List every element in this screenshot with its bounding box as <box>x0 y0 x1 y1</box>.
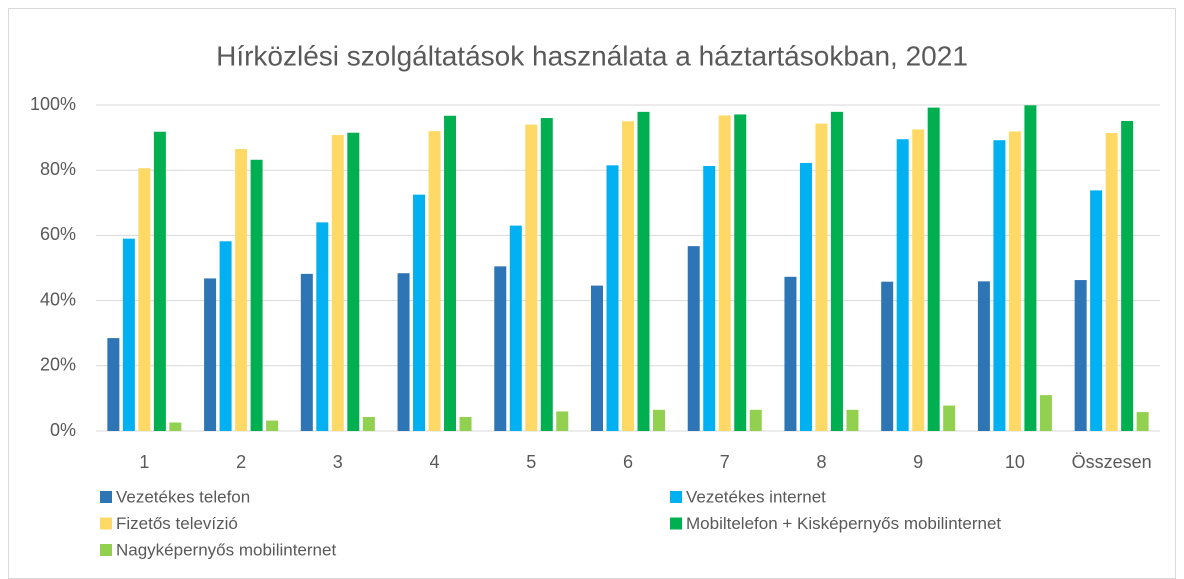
legend-label: Vezetékes internet <box>686 487 826 506</box>
bar <box>316 222 329 431</box>
legend-label: Vezetékes telefon <box>116 487 250 506</box>
x-tick-label: 5 <box>526 452 536 472</box>
bar <box>1090 190 1103 431</box>
bar <box>428 131 441 431</box>
bar <box>556 411 569 431</box>
x-tick-label: 1 <box>139 452 149 472</box>
bar <box>830 111 843 431</box>
legend-label: Mobiltelefon + Kisképernyős mobilinterne… <box>686 514 1001 533</box>
x-tick-label: 8 <box>816 452 826 472</box>
bar <box>927 107 940 431</box>
bar <box>637 111 650 431</box>
bar <box>1105 133 1118 431</box>
bar <box>606 165 619 431</box>
bar <box>1121 120 1134 431</box>
y-tick-label: 100% <box>30 94 76 114</box>
bar <box>250 159 263 431</box>
y-tick-label: 0% <box>50 420 76 440</box>
bar <box>749 409 762 431</box>
bar <box>687 246 700 431</box>
bar <box>591 285 603 431</box>
bar <box>1024 105 1037 432</box>
bar <box>169 422 182 431</box>
x-tick-label: 10 <box>1005 452 1025 472</box>
bar <box>896 139 909 432</box>
bar <box>815 123 828 431</box>
bar <box>362 416 375 431</box>
bar <box>413 194 426 431</box>
legend-swatch <box>100 517 112 530</box>
bar <box>703 165 716 431</box>
bar <box>509 225 522 431</box>
bar <box>525 124 538 431</box>
bar <box>846 409 859 431</box>
y-tick-label: 20% <box>40 355 76 375</box>
x-tick-label: 3 <box>333 452 343 472</box>
bar <box>784 276 797 431</box>
bar <box>799 163 812 431</box>
bar <box>107 338 120 431</box>
bar <box>122 238 135 431</box>
bar <box>734 114 747 431</box>
legend-swatch <box>100 491 112 503</box>
bar <box>912 129 925 431</box>
bar <box>138 168 151 431</box>
x-tick-label: 7 <box>720 452 730 472</box>
bar <box>622 121 634 432</box>
legend-swatch <box>670 517 682 530</box>
bar <box>1008 131 1021 431</box>
bar <box>300 273 313 431</box>
x-tick-label: 4 <box>430 452 440 472</box>
y-tick-label: 80% <box>40 159 76 179</box>
legend-swatch <box>670 491 682 503</box>
legend-swatch <box>100 544 112 556</box>
x-tick-label: Összesen <box>1072 452 1152 472</box>
bar <box>331 134 344 431</box>
x-tick-label: 6 <box>623 452 633 472</box>
bar <box>977 281 990 431</box>
bar <box>540 118 553 431</box>
y-tick-label: 40% <box>40 289 76 309</box>
bar <box>153 131 166 431</box>
bar <box>266 420 279 431</box>
bar <box>235 149 248 431</box>
bar <box>653 409 665 431</box>
bar <box>1039 395 1052 431</box>
bar <box>993 140 1006 431</box>
legend-label: Fizetős televízió <box>116 514 238 533</box>
bar <box>494 266 507 431</box>
bar <box>1136 412 1149 431</box>
x-tick-label: 9 <box>913 452 923 472</box>
bar <box>881 281 894 431</box>
bar <box>347 132 360 431</box>
bar <box>204 278 217 431</box>
x-tick-label: 2 <box>236 452 246 472</box>
chart-title: Hírközlési szolgáltatások használata a h… <box>216 40 968 71</box>
bar <box>943 405 956 431</box>
bar <box>459 416 472 431</box>
bar <box>219 241 232 431</box>
legend-label: Nagyképernyős mobilinternet <box>116 540 336 559</box>
bar <box>1074 280 1087 431</box>
bar <box>718 115 731 431</box>
bar <box>397 273 410 431</box>
bar <box>444 115 457 432</box>
y-tick-label: 60% <box>40 224 76 244</box>
